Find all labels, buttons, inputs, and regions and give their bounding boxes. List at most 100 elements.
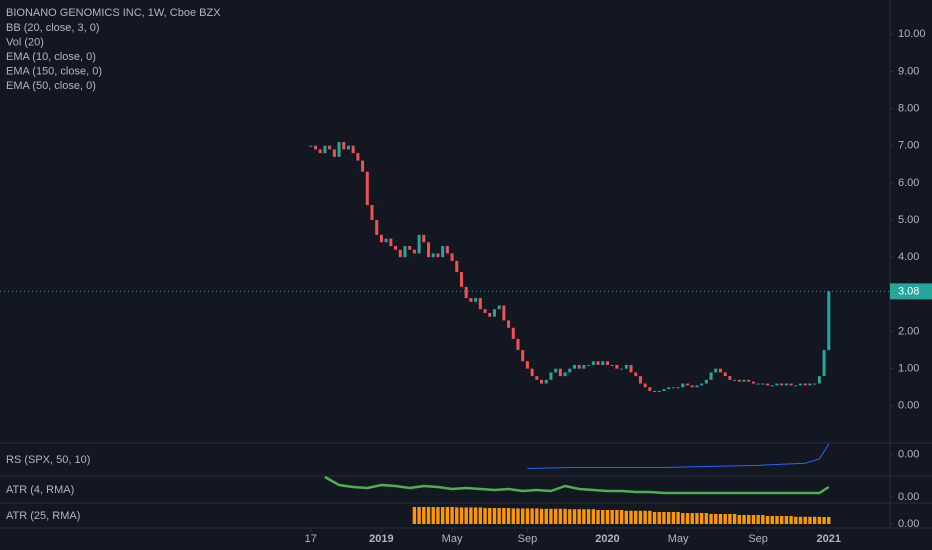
indicator-bar xyxy=(827,517,831,524)
indicator-bar xyxy=(568,509,572,524)
candle xyxy=(431,253,435,258)
indicator-bar xyxy=(610,510,614,524)
candle xyxy=(318,149,322,154)
indicator-bar xyxy=(648,510,652,524)
candle xyxy=(648,387,652,391)
indicator-bar xyxy=(742,515,746,524)
candle xyxy=(394,246,398,250)
candle xyxy=(582,364,586,369)
indicator-bar xyxy=(737,515,742,524)
indicator-bar xyxy=(591,509,596,524)
candle xyxy=(436,253,440,258)
y-tick-label: 10.00 xyxy=(898,28,926,40)
candle xyxy=(314,145,318,150)
indicator-bar xyxy=(539,508,544,524)
indicator-bar xyxy=(572,509,577,524)
indicator-bar xyxy=(511,508,515,524)
candle xyxy=(751,381,755,384)
y-tick-label: 2.00 xyxy=(898,325,919,337)
indicator-bar xyxy=(732,514,737,524)
indicator-bar xyxy=(586,509,591,524)
indicator-bar xyxy=(412,507,417,524)
candle xyxy=(497,305,501,310)
candle xyxy=(605,361,609,365)
candle xyxy=(441,246,445,258)
candle xyxy=(408,246,412,250)
candle xyxy=(398,249,402,258)
x-tick-label: 17 xyxy=(305,533,317,545)
candle xyxy=(492,309,496,317)
indicator-bar xyxy=(450,507,454,524)
y-tick-label: 0.00 xyxy=(898,518,919,530)
y-tick-label: 0.00 xyxy=(898,449,919,461)
x-tick-label: May xyxy=(668,533,689,545)
candle xyxy=(610,364,614,366)
indicator-bar xyxy=(643,510,647,524)
candle xyxy=(638,376,642,384)
indicator-bar xyxy=(455,507,459,524)
candle xyxy=(827,291,831,351)
candle xyxy=(474,298,478,302)
candle xyxy=(822,350,826,377)
indicator-bar xyxy=(756,515,760,524)
indicator-bar xyxy=(685,513,690,524)
candle xyxy=(747,379,751,382)
last-price-box xyxy=(890,283,932,300)
x-tick-label: Sep xyxy=(518,533,538,545)
candle xyxy=(412,249,416,254)
candle xyxy=(572,364,576,369)
indicator-bar xyxy=(681,513,685,524)
candle xyxy=(351,145,355,154)
candle xyxy=(695,385,699,388)
candle xyxy=(813,383,817,385)
candle xyxy=(337,141,341,157)
candle xyxy=(422,234,426,243)
candle xyxy=(459,272,463,287)
indicator-bar xyxy=(784,516,789,524)
indicator-bar xyxy=(431,507,435,524)
candle xyxy=(733,379,737,381)
candle xyxy=(634,372,638,377)
indicator-bar xyxy=(629,510,633,524)
y-tick-label: 6.00 xyxy=(898,177,919,189)
indicator-bar xyxy=(469,507,473,524)
candle xyxy=(540,379,544,384)
candle xyxy=(549,372,553,380)
indicator-bar xyxy=(596,510,600,524)
candle xyxy=(780,383,784,386)
indicator-bar xyxy=(473,507,478,524)
indicator-bar xyxy=(535,508,539,524)
candle xyxy=(558,368,562,377)
indicator-bar xyxy=(676,512,680,524)
candle xyxy=(544,379,548,384)
candle xyxy=(718,368,722,373)
y-tick-label: 0.00 xyxy=(898,491,919,503)
indicator-bar xyxy=(671,512,676,524)
candle xyxy=(488,312,492,317)
candle xyxy=(643,383,647,388)
indicator-bar xyxy=(619,510,624,524)
indicator-bar xyxy=(728,514,732,524)
indicator-bar xyxy=(464,507,468,524)
candle xyxy=(624,364,628,369)
candle xyxy=(681,383,685,388)
indicator-bar xyxy=(525,508,530,524)
candle xyxy=(784,383,788,386)
indicator-bar xyxy=(549,508,553,524)
indicator-bar xyxy=(553,508,558,524)
candle xyxy=(766,383,770,386)
indicator-bar xyxy=(483,508,487,524)
indicator-label: EMA (10, close, 0) xyxy=(6,51,96,63)
candle xyxy=(756,383,760,385)
candle xyxy=(346,145,350,150)
indicator-bar xyxy=(789,516,793,524)
indicator-bar xyxy=(520,508,525,524)
candle xyxy=(478,298,482,310)
candle xyxy=(653,390,657,392)
indicator-bar xyxy=(779,516,784,524)
candle xyxy=(667,387,671,390)
candle xyxy=(723,372,727,377)
candle xyxy=(808,383,812,386)
candle xyxy=(803,383,807,386)
